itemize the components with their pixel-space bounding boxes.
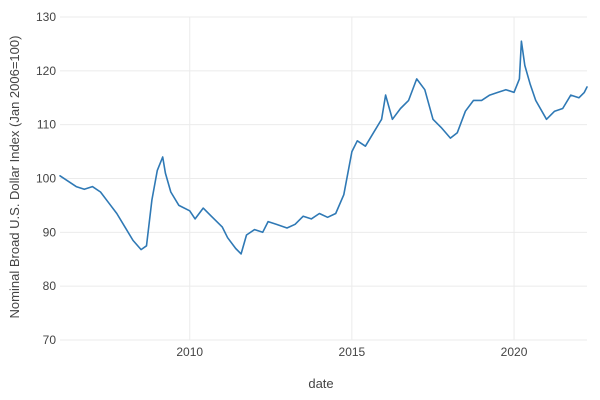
- series-layer: [59, 40, 588, 255]
- y-tick-labels: 70 80 90 100 110 120 130: [36, 10, 56, 347]
- x-tick-labels: 2010 2015 2020: [176, 345, 527, 359]
- y-tick-label: 90: [43, 225, 57, 239]
- y-tick-label: 120: [36, 64, 56, 78]
- y-tick-label: 110: [37, 118, 56, 132]
- y-tick-label: 70: [43, 333, 57, 347]
- x-tick-label: 2010: [176, 345, 203, 359]
- series-line: [59, 40, 588, 255]
- grid-lines: [60, 16, 587, 341]
- y-tick-label: 80: [43, 279, 57, 293]
- y-axis-title: Nominal Broad U.S. Dollar Index (Jan 200…: [7, 36, 22, 319]
- x-tick-label: 2015: [339, 345, 366, 359]
- y-tick-label: 130: [36, 10, 56, 24]
- x-axis-title: date: [308, 376, 333, 391]
- x-tick-label: 2020: [501, 345, 528, 359]
- y-tick-label: 100: [36, 172, 56, 186]
